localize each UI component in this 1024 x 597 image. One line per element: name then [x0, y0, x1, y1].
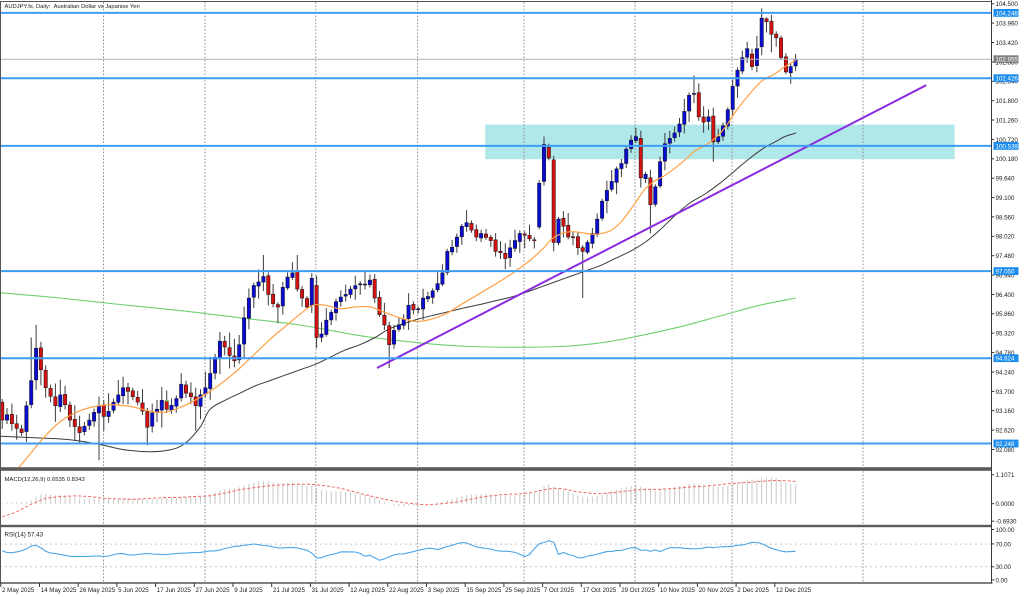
svg-text:98.560: 98.560: [996, 214, 1015, 221]
svg-text:17 Oct 2025: 17 Oct 2025: [583, 587, 617, 594]
svg-text:9 Jul 2025: 9 Jul 2025: [234, 587, 263, 594]
svg-text:92.080: 92.080: [996, 447, 1015, 454]
svg-text:-0.6930: -0.6930: [996, 519, 1018, 526]
svg-text:95.320: 95.320: [996, 331, 1015, 338]
svg-text:20 Nov 2025: 20 Nov 2025: [699, 587, 735, 594]
svg-text:101.800: 101.800: [996, 98, 1019, 105]
svg-text:93.160: 93.160: [996, 408, 1015, 415]
svg-text:3 Sep 2025: 3 Sep 2025: [428, 587, 460, 594]
svg-text:AUDJPY.fs, Daily: Australian: AUDJPY.fs, Daily: Australian Dollar vs J…: [5, 4, 140, 10]
svg-text:70.00: 70.00: [996, 541, 1012, 548]
svg-text:99.640: 99.640: [996, 176, 1015, 183]
svg-text:21 Jul 2025: 21 Jul 2025: [273, 587, 306, 594]
svg-text:100.720: 100.720: [996, 137, 1019, 144]
svg-text:96.940: 96.940: [996, 273, 1015, 280]
svg-text:12 Dec 2025: 12 Dec 2025: [776, 587, 812, 594]
svg-text:1.1071: 1.1071: [996, 472, 1015, 479]
svg-text:93.700: 93.700: [996, 389, 1015, 396]
svg-text:26 May 2025: 26 May 2025: [79, 587, 115, 594]
svg-text:14 May 2025: 14 May 2025: [41, 587, 77, 594]
svg-text:5 Jun 2025: 5 Jun 2025: [118, 587, 149, 594]
svg-text:97.480: 97.480: [996, 253, 1015, 260]
svg-text:10 Nov 2025: 10 Nov 2025: [660, 587, 696, 594]
svg-text:12 Aug 2025: 12 Aug 2025: [350, 587, 385, 594]
svg-text:101.260: 101.260: [996, 117, 1019, 124]
svg-text:94.240: 94.240: [996, 369, 1015, 376]
svg-text:100.539: 100.539: [996, 143, 1019, 150]
svg-text:103.960: 103.960: [996, 21, 1019, 28]
svg-text:0.0000: 0.0000: [996, 501, 1015, 508]
svg-text:102.426: 102.426: [996, 76, 1019, 83]
svg-text:103.420: 103.420: [996, 40, 1019, 47]
svg-text:17 Jun 2025: 17 Jun 2025: [157, 587, 192, 594]
svg-text:2 May 2025: 2 May 2025: [2, 587, 35, 594]
svg-text:97.050: 97.050: [996, 269, 1015, 276]
svg-text:31 Jul 2025: 31 Jul 2025: [312, 587, 345, 594]
svg-text:0.00: 0.00: [996, 577, 1009, 584]
svg-text:7 Oct 2025: 7 Oct 2025: [544, 587, 575, 594]
svg-text:94.780: 94.780: [996, 350, 1015, 357]
svg-text:95.860: 95.860: [996, 311, 1015, 318]
svg-text:99.100: 99.100: [996, 195, 1015, 202]
svg-text:27 Jun 2025: 27 Jun 2025: [196, 587, 231, 594]
svg-text:29 Oct 2025: 29 Oct 2025: [621, 587, 655, 594]
svg-text:30.00: 30.00: [996, 564, 1012, 571]
svg-text:104.500: 104.500: [996, 1, 1019, 8]
svg-text:102.340: 102.340: [996, 79, 1019, 86]
svg-text:102.955: 102.955: [996, 57, 1019, 64]
svg-text:25 Sep 2025: 25 Sep 2025: [505, 587, 541, 594]
svg-text:22 Aug 2025: 22 Aug 2025: [389, 587, 424, 594]
svg-text:96.400: 96.400: [996, 292, 1015, 299]
svg-text:15 Sep 2025: 15 Sep 2025: [466, 587, 502, 594]
svg-text:MACD(12,26,9) 0.6535 0.8343: MACD(12,26,9) 0.6535 0.8343: [5, 477, 86, 483]
svg-text:92.248: 92.248: [996, 441, 1015, 448]
svg-text:98.020: 98.020: [996, 234, 1015, 241]
svg-text:100.180: 100.180: [996, 156, 1019, 163]
svg-text:104.246: 104.246: [996, 10, 1019, 17]
svg-text:2 Dec 2025: 2 Dec 2025: [737, 587, 769, 594]
svg-text:92.620: 92.620: [996, 428, 1015, 435]
svg-text:94.624: 94.624: [996, 356, 1015, 363]
svg-text:RSI(14) 57.43: RSI(14) 57.43: [5, 532, 44, 539]
svg-text:100.00: 100.00: [996, 527, 1015, 534]
